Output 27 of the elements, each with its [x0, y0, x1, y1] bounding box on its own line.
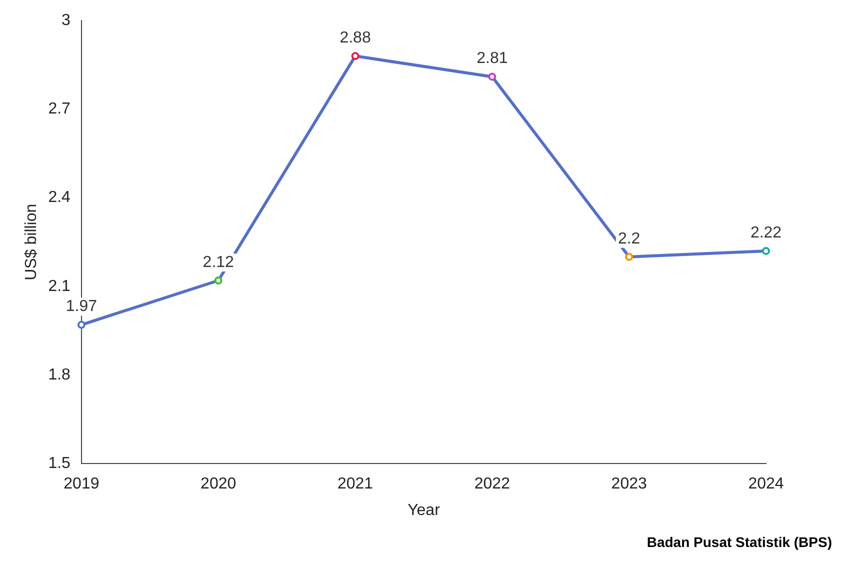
x-tick-label: 2024	[748, 476, 784, 493]
x-tick-label: 2019	[64, 476, 100, 493]
y-axis-title: US$ billion	[23, 204, 40, 280]
point	[214, 276, 222, 284]
data-label: 2.81	[476, 50, 508, 68]
y-tick-label: 1.5	[48, 455, 71, 472]
point	[77, 320, 86, 329]
data-label: 1.97	[66, 298, 98, 316]
data-label: 2.22	[750, 224, 782, 242]
point	[762, 246, 770, 255]
point	[625, 252, 634, 261]
y-tick-label: 3	[62, 12, 71, 30]
y-tick-label: 2.1	[48, 278, 71, 295]
x-tick-label: 2022	[474, 476, 510, 493]
y-tick-label: 1.8	[48, 366, 71, 384]
data-label: 2.2	[618, 230, 640, 248]
x-axis-title: Year	[408, 502, 441, 519]
data-label: 2.88	[340, 29, 371, 46]
x-tick-label: 2023	[611, 476, 647, 493]
text: Badan Pusat Statistik (BPS)	[646, 534, 832, 550]
y-tick-label: 2.7	[48, 100, 71, 118]
x-tick-label: 2021	[337, 476, 374, 493]
y-tick-label: 2.4	[48, 189, 71, 206]
point	[351, 52, 360, 60]
x-tick-label: 2020	[200, 476, 236, 493]
point	[488, 72, 496, 81]
data-label: 2.12	[202, 254, 234, 271]
